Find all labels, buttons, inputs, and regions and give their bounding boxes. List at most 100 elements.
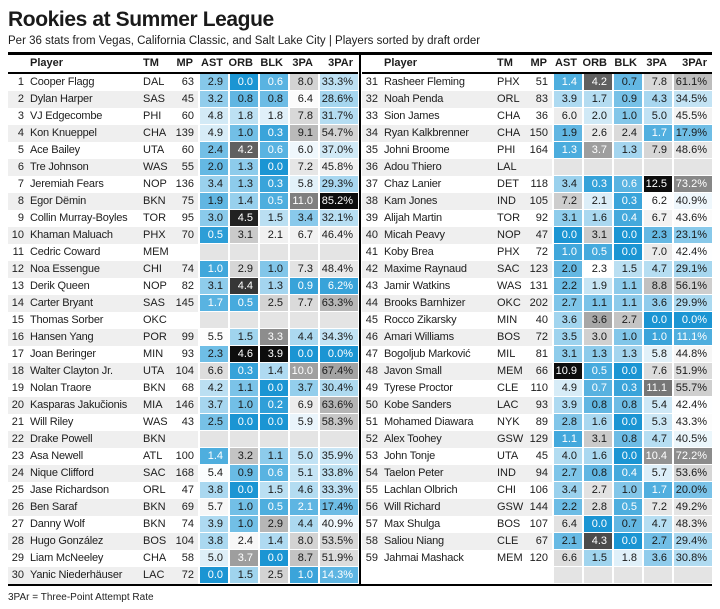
stat-mp [172, 312, 198, 329]
stat-3par: 58.3% [318, 414, 358, 431]
player-team: NOP [497, 227, 526, 244]
stat-3pa: 7.8 [288, 108, 318, 125]
stat-blk: 0.0 [612, 227, 642, 244]
stat-orb: 1.6 [582, 210, 612, 227]
stat-mp: 93 [526, 397, 552, 414]
stat-3par: 33.3% [318, 74, 358, 91]
stat-3par: 49.2% [672, 499, 712, 516]
stat-orb: 0.3 [228, 363, 258, 380]
stat-mp: 66 [526, 363, 552, 380]
stat-mp: 150 [526, 125, 552, 142]
stat-3pa: 4.7 [642, 261, 672, 278]
stat-orb: 4.2 [228, 142, 258, 159]
stat-ast: 3.4 [198, 176, 228, 193]
stat-3pa: 4.6 [288, 482, 318, 499]
player-name: Adou Thiero [384, 159, 497, 176]
stat-blk: 1.5 [258, 210, 288, 227]
stat-orb: 1.0 [228, 499, 258, 516]
stat-mp: 100 [175, 450, 194, 462]
stat-mp: 47 [181, 484, 194, 496]
stat-3pa: 7.9 [642, 142, 672, 159]
stat-3par: 17.9% [672, 125, 712, 142]
column-header-3par: 3PAr [672, 55, 712, 74]
table-row: 2 Dylan Harper SAS 45 3.2 0.8 0.8 6.4 28.6% [8, 91, 358, 108]
stat-3par: 29.1% [672, 261, 712, 278]
player-name: John Tonje [384, 450, 436, 462]
stat-orb: 1.8 [228, 108, 258, 125]
stat-3pa: 0.0 [288, 346, 318, 363]
table-row: 36 Adou Thiero LAL [362, 159, 712, 176]
stat-cell [612, 567, 642, 584]
player-name: Drake Powell [30, 431, 143, 448]
table-row: 39 Alijah Martin TOR 92 3.1 1.6 0.4 6.7 43.6% [362, 210, 712, 227]
stat-mp: 63 [181, 76, 194, 88]
player-name: Nolan Traore [30, 382, 92, 394]
table-row: 57 Max Shulga BOS 107 6.4 0.0 0.7 4.7 48.3% [362, 516, 712, 533]
stat-orb: 0.0 [228, 482, 258, 499]
stat-3pa: 7.3 [288, 261, 318, 278]
page-subtitle: Per 36 stats from Vegas, California Clas… [8, 35, 481, 47]
player-rank: 59 [365, 552, 378, 564]
stat-3par: 28.6% [318, 91, 358, 108]
table-row: 1 Cooper Flagg DAL 63 2.9 0.0 0.6 8.0 33.3% [8, 74, 358, 91]
stat-ast: 4.8 [198, 108, 228, 125]
stat-ast: 3.5 [552, 329, 582, 346]
table-row: 15 Thomas Sorber OKC [8, 312, 358, 329]
stat-orb: 0.5 [228, 295, 258, 312]
player-name: Jahmai Mashack [384, 552, 464, 564]
stat-blk: 0.7 [612, 74, 642, 91]
stat-3pa: 5.7 [642, 465, 672, 482]
player-rank: 31 [365, 76, 378, 88]
column-header-mp: MP [526, 55, 552, 74]
table-row: 28 Hugo González BOS 104 3.8 2.4 1.4 8.0 53.5% [8, 533, 358, 550]
stat-orb: 3.7 [582, 142, 612, 159]
player-rank: 32 [362, 91, 384, 108]
player-team: CHA [143, 125, 172, 142]
player-team: POR [143, 329, 172, 346]
stat-3par: 20.0% [672, 482, 712, 499]
player-team [497, 567, 526, 584]
stat-ast: 3.8 [198, 482, 228, 499]
stat-3pa: 8.0 [288, 74, 318, 91]
player-rank: 35 [365, 144, 378, 156]
player-team: BKN [143, 382, 166, 394]
stat-blk: 1.3 [612, 142, 642, 159]
stat-blk: 0.0 [612, 414, 642, 431]
player-rank: 33 [365, 110, 378, 122]
player-rank: 53 [365, 450, 378, 462]
table-header: Player TM MP AST ORB BLK 3PA 3PAr [8, 55, 358, 74]
stat-3par: 45.8% [318, 159, 358, 176]
stat-3par: 53.6% [672, 465, 712, 482]
stat-3pa: 7.0 [642, 244, 672, 261]
player-rank: 14 [8, 295, 30, 312]
stat-mp: 95 [181, 212, 194, 224]
stat-ast: 1.3 [552, 142, 582, 159]
player-name: Brooks Barnhizer [384, 295, 497, 312]
stat-3par: 56.1% [672, 278, 712, 295]
player-name: VJ Edgecombe [30, 110, 103, 122]
stat-ast: 2.2 [552, 278, 582, 295]
table-row: 3 VJ Edgecombe PHI 60 4.8 1.8 1.8 7.8 31.7% [8, 108, 358, 125]
stat-ast: 0.0 [552, 227, 582, 244]
player-name: Maxime Raynaud [384, 261, 497, 278]
stat-ast: 1.9 [552, 125, 582, 142]
player-rank: 45 [365, 314, 378, 326]
stat-3par: 6.2% [318, 278, 358, 295]
stat-blk: 1.0 [258, 261, 288, 278]
stat-blk: 0.6 [258, 74, 288, 91]
player-rank: 21 [11, 416, 24, 428]
stat-3par: 48.3% [672, 516, 712, 533]
player-name: Asa Newell [30, 450, 84, 462]
stat-3pa: 6.4 [288, 91, 318, 108]
player-name: Dylan Harper [30, 91, 143, 108]
stat-blk: 2.5 [258, 567, 288, 584]
stat-3par [318, 312, 358, 329]
table-row: 18 Walter Clayton Jr. UTA 104 6.6 0.3 1.4 10.0 6… [8, 363, 358, 380]
player-rank: 17 [11, 348, 24, 360]
stat-3par: 33.3% [318, 482, 358, 499]
stat-mp: 81 [535, 348, 548, 360]
player-name: Ryan Kalkbrenner [384, 125, 497, 142]
player-team: SAS [143, 91, 172, 108]
stat-mp: 40 [535, 314, 548, 326]
stat-3par: 42.4% [672, 244, 712, 261]
